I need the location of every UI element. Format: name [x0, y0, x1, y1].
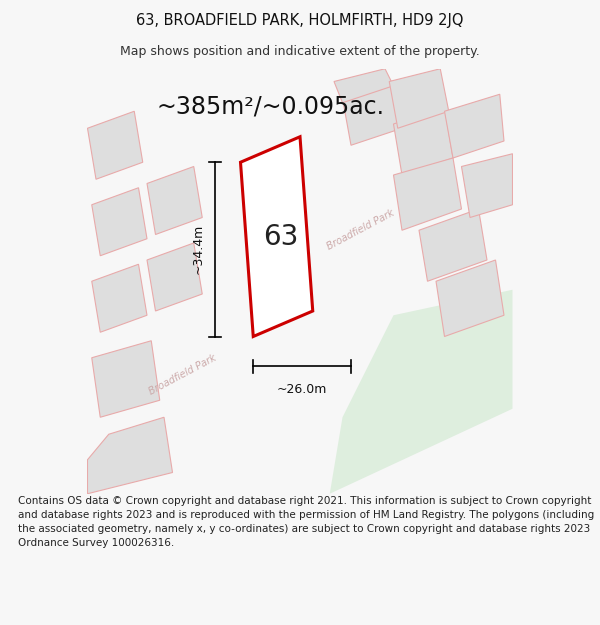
- Text: 63: 63: [263, 222, 299, 251]
- Polygon shape: [241, 137, 313, 336]
- Polygon shape: [436, 260, 504, 336]
- Polygon shape: [147, 243, 202, 311]
- Text: Broadfield Park: Broadfield Park: [147, 352, 218, 397]
- Polygon shape: [88, 418, 173, 494]
- Polygon shape: [394, 158, 461, 230]
- Polygon shape: [334, 69, 394, 102]
- Text: Broadfield Park: Broadfield Park: [325, 208, 396, 252]
- Text: ~385m²/~0.095ac.: ~385m²/~0.095ac.: [156, 95, 384, 119]
- Polygon shape: [92, 341, 160, 418]
- Polygon shape: [461, 154, 512, 218]
- Polygon shape: [330, 290, 512, 494]
- Text: ~26.0m: ~26.0m: [277, 383, 328, 396]
- Text: 63, BROADFIELD PARK, HOLMFIRTH, HD9 2JQ: 63, BROADFIELD PARK, HOLMFIRTH, HD9 2JQ: [136, 13, 464, 28]
- Text: Contains OS data © Crown copyright and database right 2021. This information is : Contains OS data © Crown copyright and d…: [18, 496, 594, 548]
- Polygon shape: [394, 107, 453, 175]
- Text: ~34.4m: ~34.4m: [191, 224, 205, 274]
- Polygon shape: [343, 81, 402, 145]
- Polygon shape: [419, 209, 487, 281]
- Polygon shape: [92, 188, 147, 256]
- Polygon shape: [445, 94, 504, 158]
- Polygon shape: [147, 166, 202, 234]
- Polygon shape: [389, 69, 449, 128]
- Polygon shape: [92, 264, 147, 332]
- Text: Map shows position and indicative extent of the property.: Map shows position and indicative extent…: [120, 45, 480, 58]
- Polygon shape: [88, 111, 143, 179]
